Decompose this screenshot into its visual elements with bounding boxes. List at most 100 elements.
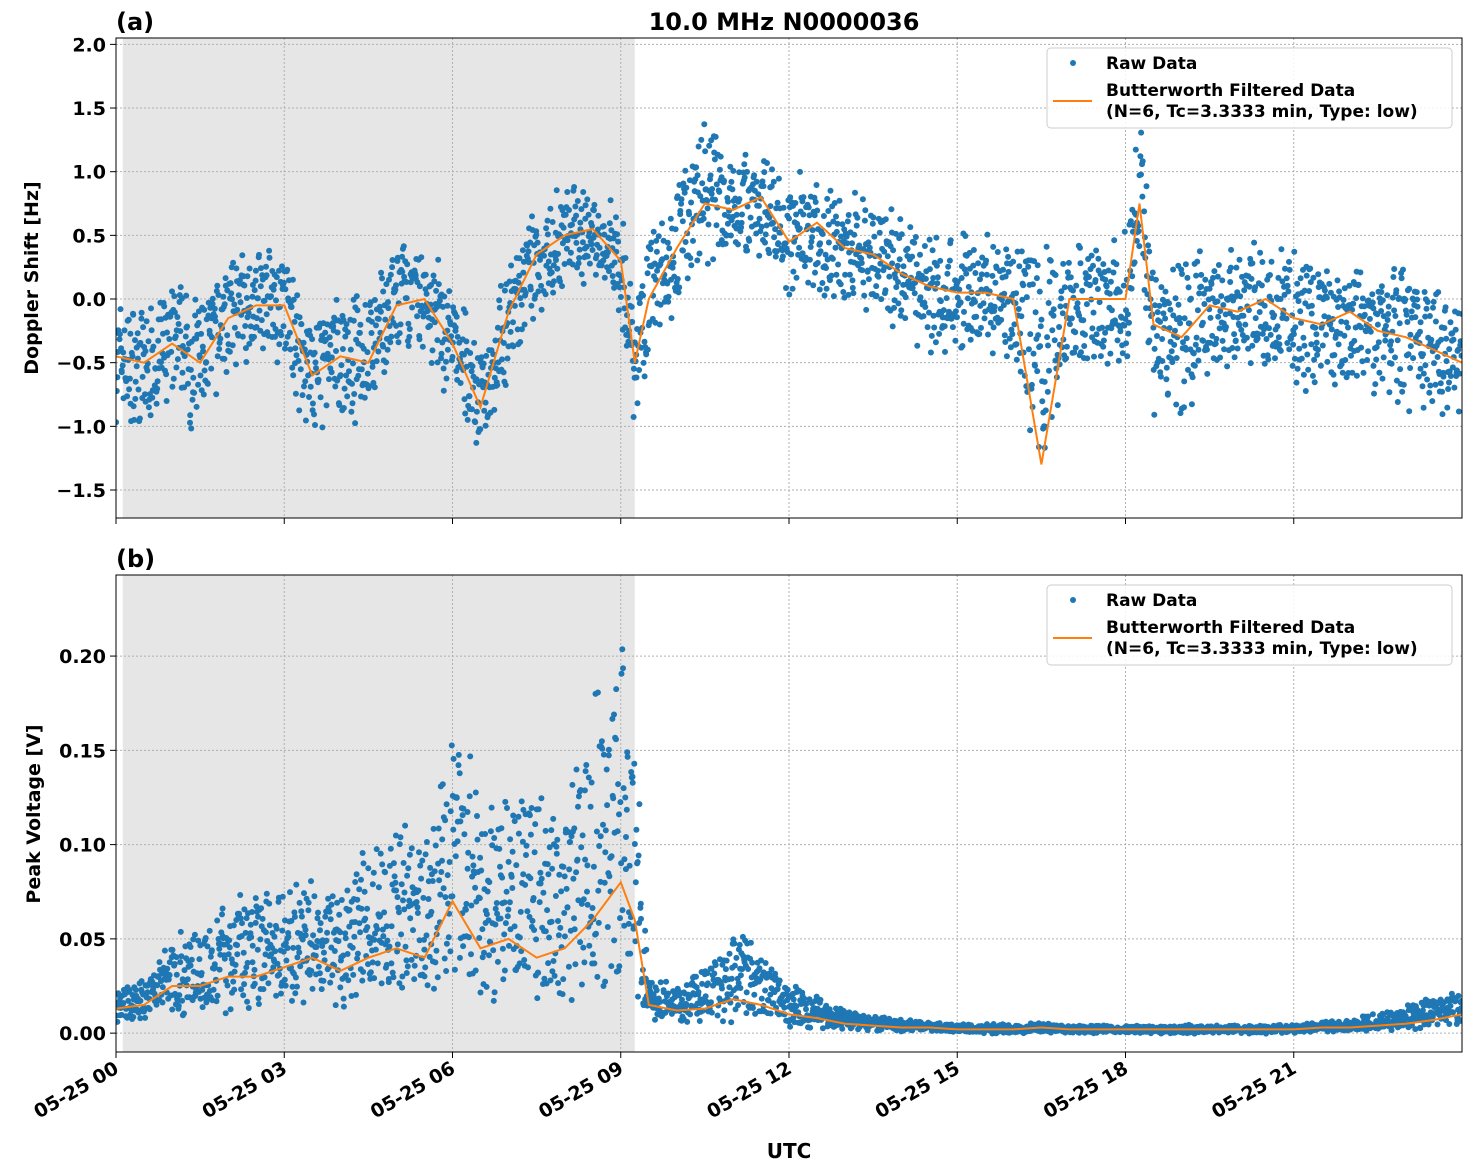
- raw-point: [388, 960, 395, 967]
- raw-point: [702, 148, 709, 155]
- raw-point: [221, 955, 228, 962]
- raw-point: [1221, 346, 1228, 353]
- raw-point: [221, 301, 228, 308]
- raw-point: [462, 309, 469, 316]
- raw-point: [1185, 284, 1192, 291]
- raw-point: [172, 333, 179, 340]
- raw-point: [541, 252, 547, 259]
- raw-point: [786, 215, 792, 222]
- raw-point: [1369, 299, 1376, 306]
- raw-point: [1001, 332, 1008, 339]
- raw-point: [213, 391, 220, 398]
- raw-point: [704, 205, 711, 212]
- raw-point: [460, 943, 467, 950]
- raw-point: [538, 282, 545, 289]
- raw-point: [266, 900, 273, 907]
- raw-point: [603, 766, 610, 773]
- raw-point: [416, 336, 423, 343]
- raw-point: [1246, 283, 1253, 290]
- raw-point: [322, 329, 329, 336]
- raw-point: [560, 863, 567, 870]
- raw-point: [1074, 300, 1081, 307]
- raw-point: [830, 293, 837, 300]
- raw-point: [422, 964, 429, 971]
- raw-point: [762, 231, 769, 238]
- raw-point: [1254, 335, 1261, 342]
- raw-point: [476, 895, 483, 902]
- raw-point: [1043, 243, 1050, 250]
- raw-point: [525, 964, 531, 971]
- raw-point: [418, 254, 425, 261]
- raw-point: [259, 915, 266, 922]
- raw-point: [221, 355, 228, 362]
- raw-point: [555, 918, 561, 924]
- raw-point: [1282, 265, 1288, 272]
- raw-point: [994, 249, 1001, 255]
- raw-point: [1212, 340, 1219, 347]
- raw-point: [209, 295, 216, 302]
- raw-point: [233, 361, 239, 368]
- raw-point: [629, 773, 636, 780]
- raw-point: [825, 208, 832, 214]
- raw-point: [274, 359, 281, 366]
- raw-point: [591, 201, 598, 208]
- raw-point: [1127, 218, 1134, 225]
- raw-point: [711, 970, 718, 977]
- raw-point: [947, 237, 954, 244]
- raw-point: [1370, 305, 1377, 312]
- raw-point: [373, 358, 380, 365]
- raw-point: [898, 307, 905, 314]
- raw-point: [242, 323, 249, 329]
- raw-point: [533, 231, 540, 238]
- raw-point: [524, 908, 531, 915]
- raw-point: [654, 267, 661, 274]
- raw-point: [1223, 324, 1229, 330]
- raw-point: [358, 905, 365, 912]
- raw-point: [1384, 292, 1391, 299]
- raw-point: [572, 961, 579, 968]
- raw-point: [195, 381, 202, 388]
- raw-point: [370, 869, 377, 876]
- raw-point: [1099, 324, 1106, 331]
- raw-point: [812, 199, 819, 205]
- raw-point: [364, 905, 371, 912]
- raw-point: [439, 857, 445, 864]
- raw-point: [1033, 275, 1040, 282]
- raw-point: [849, 277, 856, 284]
- raw-point: [1334, 277, 1341, 284]
- raw-point: [1207, 314, 1214, 321]
- raw-point: [341, 385, 348, 392]
- raw-point: [1064, 269, 1071, 276]
- raw-point: [627, 280, 634, 287]
- raw-point: [416, 849, 422, 856]
- raw-point: [1397, 366, 1404, 373]
- raw-point: [1091, 353, 1097, 360]
- raw-point: [280, 948, 287, 955]
- raw-point: [1219, 277, 1226, 284]
- raw-point: [1061, 284, 1068, 291]
- raw-point: [472, 884, 479, 891]
- raw-point: [362, 301, 369, 308]
- raw-point: [972, 298, 978, 305]
- raw-point: [525, 259, 532, 266]
- raw-point: [154, 982, 161, 989]
- raw-point: [1093, 247, 1100, 254]
- raw-point: [484, 888, 491, 895]
- raw-point: [1437, 380, 1444, 387]
- raw-point: [241, 906, 248, 913]
- raw-point: [550, 815, 557, 822]
- raw-point: [1414, 296, 1421, 303]
- raw-point: [1393, 287, 1400, 294]
- raw-point: [464, 809, 471, 815]
- raw-point: [595, 887, 602, 894]
- raw-point: [190, 936, 197, 943]
- raw-point: [876, 229, 883, 236]
- raw-point: [555, 980, 562, 987]
- raw-point: [1372, 381, 1379, 388]
- raw-point: [296, 314, 303, 321]
- raw-point: [398, 931, 405, 938]
- raw-point: [763, 222, 770, 229]
- raw-point: [1388, 338, 1395, 345]
- raw-point: [1456, 370, 1462, 377]
- raw-point: [642, 927, 649, 934]
